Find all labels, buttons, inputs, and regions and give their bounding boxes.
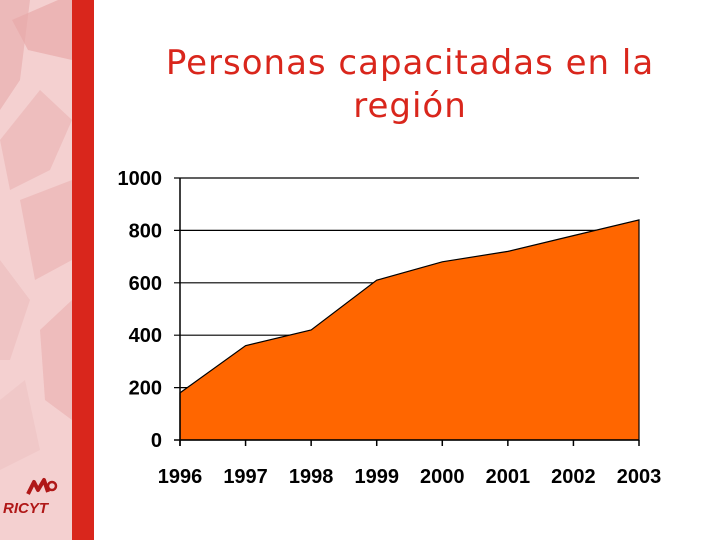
y-tick-label: 800 bbox=[129, 220, 162, 242]
area-chart: 0 200 400 600 800 1000 1996 1997 1998 1999 2000 20… bbox=[118, 168, 662, 488]
x-tick-label: 2003 bbox=[617, 466, 662, 488]
logo-text: RICYT bbox=[3, 500, 48, 517]
y-tick-label: 0 bbox=[151, 430, 162, 452]
x-tick-label: 2000 bbox=[420, 466, 465, 488]
x-tick-label: 2001 bbox=[486, 466, 531, 488]
axes bbox=[174, 178, 640, 446]
series-area bbox=[179, 219, 640, 441]
y-tick-label: 600 bbox=[129, 273, 162, 295]
decorative-sidebar bbox=[0, 0, 72, 540]
x-tick-label: 1997 bbox=[223, 466, 267, 488]
x-tick-label: 1996 bbox=[158, 466, 203, 488]
y-tick-label: 1000 bbox=[118, 168, 163, 190]
ricyt-logo-icon bbox=[26, 478, 58, 495]
x-tick-label: 1999 bbox=[354, 466, 399, 488]
y-tick-labels: 0 200 400 600 800 1000 bbox=[118, 168, 163, 452]
x-tick-label: 2002 bbox=[551, 466, 596, 488]
slide-title-line-2: región bbox=[353, 86, 467, 126]
slide-title-line-1: Personas capacitadas en la bbox=[165, 43, 655, 83]
sidebar-pattern bbox=[0, 0, 72, 470]
y-tick-label: 200 bbox=[129, 378, 162, 400]
x-tick-label: 1998 bbox=[289, 466, 334, 488]
area-series bbox=[179, 219, 640, 441]
x-tick-labels: 1996 1997 1998 1999 2000 2001 2002 2003 bbox=[158, 466, 662, 488]
red-stripe bbox=[72, 0, 94, 540]
y-tick-label: 400 bbox=[129, 325, 162, 347]
slide-title: Personas capacitadas en la región bbox=[100, 42, 720, 128]
